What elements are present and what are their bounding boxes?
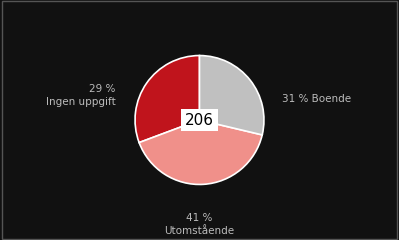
Wedge shape xyxy=(135,55,200,143)
Text: 206: 206 xyxy=(185,113,214,127)
Text: 31 % Boende: 31 % Boende xyxy=(282,94,351,104)
Text: 29 %
Ingen uppgift: 29 % Ingen uppgift xyxy=(46,84,116,107)
Wedge shape xyxy=(139,120,262,185)
Wedge shape xyxy=(200,55,264,135)
Text: 41 %
Utomstående: 41 % Utomstående xyxy=(164,213,235,236)
